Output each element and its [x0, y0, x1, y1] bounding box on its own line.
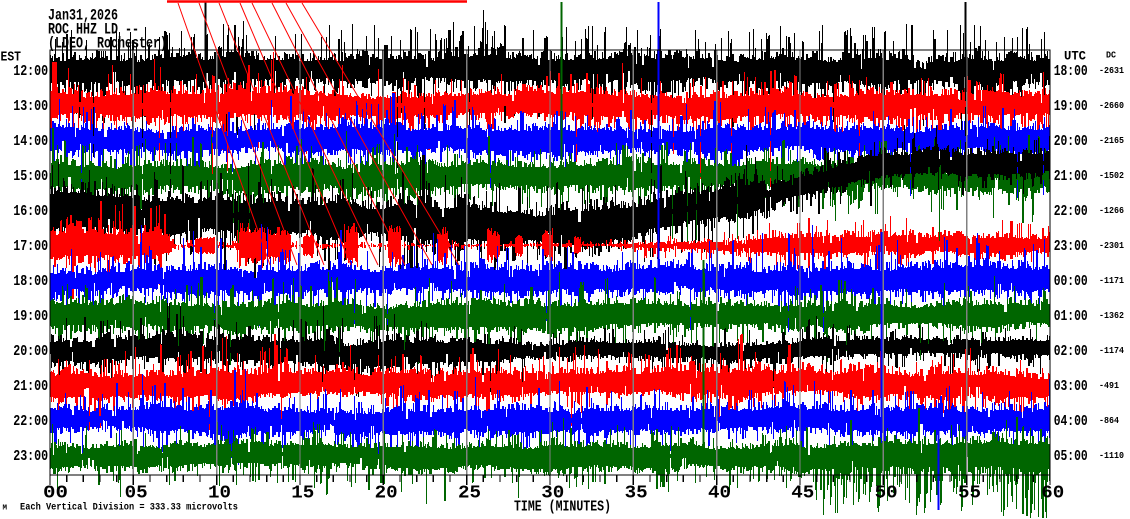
svg-text:(LDEO, Rochester): (LDEO, Rochester): [48, 35, 167, 53]
svg-text:13:00: 13:00: [13, 99, 48, 115]
svg-text:17:00: 17:00: [13, 239, 48, 255]
svg-text:-1362: -1362: [1099, 310, 1124, 321]
svg-text:15:00: 15:00: [13, 169, 48, 185]
svg-text:18:00: 18:00: [1054, 64, 1088, 80]
svg-text:00: 00: [43, 484, 68, 504]
svg-text:-1502: -1502: [1099, 170, 1124, 181]
svg-text:TIME (MINUTES): TIME (MINUTES): [514, 499, 611, 516]
svg-text:-2660: -2660: [1099, 100, 1124, 111]
svg-text:50: 50: [875, 484, 898, 504]
svg-text:23:00: 23:00: [13, 449, 48, 465]
svg-text:-2301: -2301: [1099, 240, 1124, 251]
svg-text:Jan31,2026: Jan31,2026: [48, 7, 118, 25]
svg-text:30: 30: [541, 484, 564, 504]
svg-text:-1110: -1110: [1099, 450, 1124, 461]
svg-text:10: 10: [208, 484, 231, 504]
svg-text:12:00: 12:00: [13, 64, 48, 80]
svg-text:05:00: 05:00: [1054, 449, 1088, 465]
svg-text:20: 20: [375, 484, 398, 504]
svg-text:EST: EST: [1, 51, 22, 66]
svg-text:M: M: [3, 505, 8, 513]
svg-text:-1266: -1266: [1099, 205, 1124, 216]
svg-text:-2631: -2631: [1099, 65, 1124, 76]
svg-text:23:00: 23:00: [1054, 239, 1088, 255]
svg-text:55: 55: [958, 484, 981, 504]
svg-text:25: 25: [458, 484, 481, 504]
svg-text:20:00: 20:00: [13, 344, 48, 360]
svg-text:16:00: 16:00: [13, 204, 48, 220]
svg-text:05: 05: [125, 484, 148, 504]
svg-text:20:00: 20:00: [1054, 134, 1088, 150]
svg-text:DC: DC: [1106, 51, 1117, 61]
svg-text:-864: -864: [1099, 415, 1119, 426]
svg-text:03:00: 03:00: [1054, 379, 1088, 395]
svg-text:-1171: -1171: [1099, 275, 1124, 286]
svg-text:19:00: 19:00: [1054, 99, 1088, 115]
svg-text:19:00: 19:00: [13, 309, 48, 325]
svg-text:02:00: 02:00: [1054, 344, 1088, 360]
svg-text:40: 40: [708, 484, 731, 504]
svg-text:01:00: 01:00: [1054, 309, 1088, 325]
svg-text:14:00: 14:00: [13, 134, 48, 150]
svg-text:Each Vertical Division = 333.: Each Vertical Division = 333.33 microvol…: [20, 502, 238, 514]
svg-text:22:00: 22:00: [1054, 204, 1088, 220]
svg-text:00:00: 00:00: [1054, 274, 1088, 290]
svg-text:60: 60: [1041, 484, 1064, 504]
svg-text:-1174: -1174: [1099, 345, 1124, 356]
svg-text:-2165: -2165: [1099, 135, 1124, 146]
svg-text:18:00: 18:00: [13, 274, 48, 290]
svg-text:21:00: 21:00: [13, 379, 48, 395]
svg-text:04:00: 04:00: [1054, 414, 1088, 430]
svg-text:45: 45: [791, 484, 814, 504]
svg-text:UTC: UTC: [1064, 49, 1086, 64]
svg-text:35: 35: [625, 484, 648, 504]
svg-text:15: 15: [291, 484, 314, 504]
svg-text:ROC HHZ LD --: ROC HHZ LD --: [48, 21, 139, 39]
svg-text:21:00: 21:00: [1054, 169, 1088, 185]
svg-text:-491: -491: [1099, 380, 1119, 391]
svg-text:22:00: 22:00: [13, 414, 48, 430]
